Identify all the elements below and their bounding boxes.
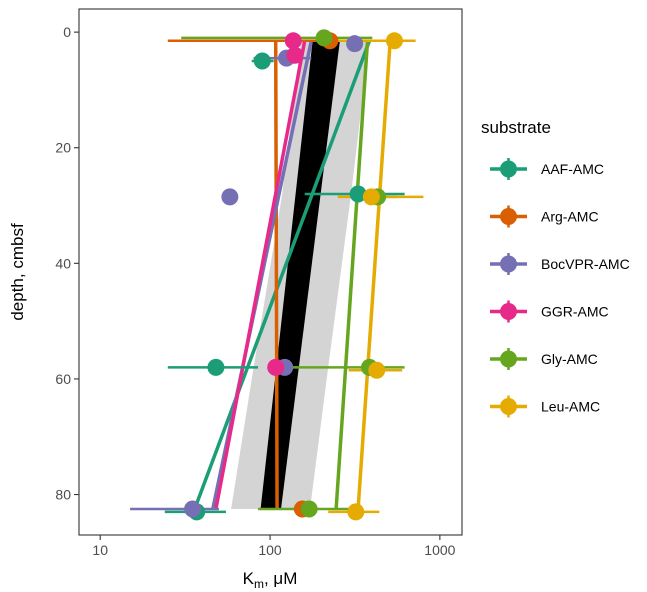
confidence-band-layer: [231, 40, 370, 510]
fit-line-aaf-amc: [193, 40, 372, 510]
legend-key-point-ggr-amc: [500, 303, 517, 320]
y-tick-label-40: 40: [55, 255, 71, 271]
legend-key-aaf-amc: [490, 158, 527, 180]
legend-key-point-gly-amc: [500, 350, 517, 368]
x-tick-label-100: 100: [258, 542, 282, 558]
x-axis: 10 100 1000: [92, 535, 456, 558]
fit-line-gly-amc: [334, 40, 370, 510]
point-bocvpr-amc-0: [346, 35, 364, 53]
legend-title: substrate: [481, 118, 551, 137]
y-axis-title: depth, cmbsf: [8, 223, 27, 321]
y-tick-label-60: 60: [55, 371, 71, 387]
legend-label-gly-amc: Gly-AMC: [541, 351, 598, 367]
legend-label-arg-amc: Arg-AMC: [541, 209, 599, 225]
x-axis-title-unit: , μM: [264, 569, 297, 588]
legend-label-ggr-amc: GGR-AMC: [541, 304, 609, 320]
point-leu-amc-1: [362, 188, 380, 206]
legend-key-point-arg-amc: [500, 208, 517, 225]
legend: substrate AAF-AMC Arg-AMC BocVPR-AMC GGR-AM…: [481, 118, 630, 418]
point-ggr-amc-2: [267, 358, 285, 376]
point-ggr-amc-0: [284, 32, 302, 50]
fit-line-layer: [193, 40, 392, 510]
point-ggr-amc-1: [286, 46, 304, 64]
point-aaf-amc-2: [207, 358, 225, 376]
x-axis-title-subscript: m: [254, 577, 264, 591]
y-tick-label-80: 80: [55, 487, 71, 503]
point-bocvpr-amc-4: [184, 500, 202, 518]
x-tick-label-1000: 1000: [424, 542, 455, 558]
legend-label-bocvpr-amc: BocVPR-AMC: [541, 256, 630, 272]
x-axis-title-base: K: [243, 569, 255, 588]
point-leu-amc-2: [368, 361, 386, 379]
legend-key-point-leu-amc: [500, 398, 517, 415]
point-layer: [184, 29, 403, 521]
legend-key-bocvpr-amc: [490, 253, 527, 275]
point-gly-amc-3: [300, 500, 318, 518]
legend-key-arg-amc: [490, 205, 527, 228]
x-tick-label-10: 10: [92, 542, 108, 558]
legend-label-aaf-amc: AAF-AMC: [541, 161, 604, 177]
point-aaf-amc-0: [253, 52, 271, 70]
legend-key-point-aaf-amc: [500, 160, 517, 178]
legend-key-ggr-amc: [490, 300, 527, 323]
legend-key-point-bocvpr-amc: [500, 255, 517, 273]
legend-key-gly-amc: [490, 348, 527, 370]
point-leu-amc-0: [385, 32, 403, 50]
point-gly-amc-0: [315, 29, 333, 47]
point-bocvpr-amc-2: [221, 188, 239, 206]
fit-line-ggr-amc: [214, 40, 307, 510]
x-axis-title: Km, μM: [243, 569, 298, 591]
point-leu-amc-3: [347, 503, 365, 521]
point-aaf-amc-1: [349, 185, 367, 203]
legend-key-leu-amc: [490, 395, 527, 418]
legend-label-leu-amc: Leu-AMC: [541, 399, 600, 415]
y-tick-label-20: 20: [55, 140, 71, 156]
fit-line-arg-amc: [273, 40, 279, 509]
y-tick-label-0: 0: [63, 24, 71, 40]
fit-line-leu-amc: [356, 40, 392, 510]
y-axis: 0 20 40 60 80: [55, 24, 79, 503]
overall-fit-ribbon: [260, 40, 340, 510]
